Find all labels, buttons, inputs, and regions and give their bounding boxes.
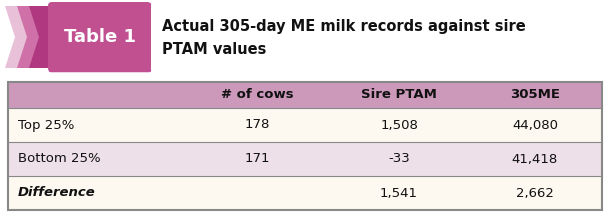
- Bar: [8, 108, 602, 142]
- Text: 1,508: 1,508: [380, 118, 418, 131]
- Text: -33: -33: [388, 152, 410, 166]
- Text: 2,662: 2,662: [516, 187, 554, 200]
- Text: 178: 178: [245, 118, 270, 131]
- Polygon shape: [17, 6, 57, 68]
- Text: 305ME: 305ME: [510, 88, 560, 101]
- Bar: [8, 176, 602, 210]
- Polygon shape: [29, 6, 69, 68]
- Text: # of cows: # of cows: [221, 88, 294, 101]
- Bar: [8, 82, 602, 210]
- Text: PTAM values: PTAM values: [162, 42, 267, 58]
- Text: Actual 305-day ME milk records against sire: Actual 305-day ME milk records against s…: [162, 18, 526, 34]
- Text: Bottom 25%: Bottom 25%: [18, 152, 101, 166]
- Text: 171: 171: [245, 152, 270, 166]
- Text: Sire PTAM: Sire PTAM: [361, 88, 437, 101]
- Bar: [8, 142, 602, 176]
- Bar: [8, 82, 602, 108]
- Text: Difference: Difference: [18, 187, 96, 200]
- Polygon shape: [5, 6, 45, 68]
- Text: 1,541: 1,541: [380, 187, 418, 200]
- Text: Top 25%: Top 25%: [18, 118, 74, 131]
- FancyBboxPatch shape: [48, 2, 151, 72]
- Text: 41,418: 41,418: [512, 152, 558, 166]
- Text: 44,080: 44,080: [512, 118, 558, 131]
- Text: Table 1: Table 1: [63, 28, 135, 46]
